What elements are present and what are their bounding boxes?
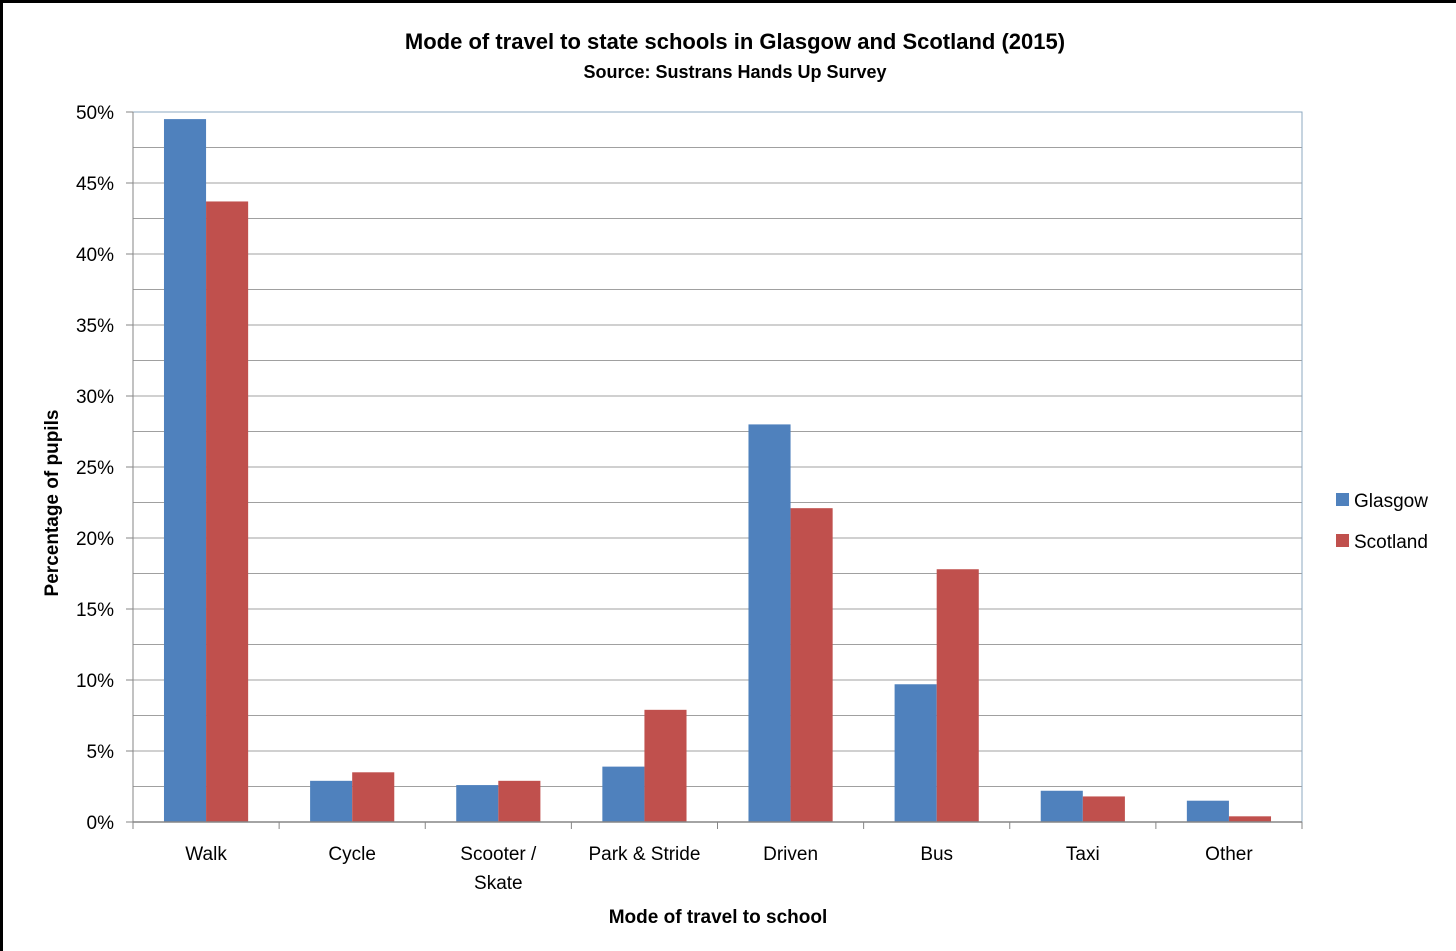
- x-tick-label: Driven: [763, 844, 818, 865]
- x-tick-labels: Walk Cycle Scooter / Skate Park & Stride Driv…: [185, 844, 1253, 894]
- bar-glasgow-walk: [163, 119, 207, 823]
- y-tick-label: 15%: [76, 600, 114, 621]
- x-tick-label: Bus: [920, 844, 953, 865]
- chart-title: Mode of travel to state schools in Glasg…: [405, 29, 1065, 54]
- bars: [163, 119, 1272, 823]
- bar-scotland-walk: [206, 201, 249, 822]
- bar-glasgow-park-stride: [602, 766, 645, 822]
- y-tick-labels: 0% 5% 10% 15% 20% 25% 30% 35% 40% 45% 50%: [76, 103, 114, 834]
- legend-label-glasgow: Glasgow: [1354, 491, 1428, 512]
- bar-scotland-scooter-skate: [498, 780, 541, 822]
- bar-glasgow-taxi: [1040, 790, 1083, 822]
- y-tick-label: 5%: [87, 742, 115, 763]
- y-tick-label: 40%: [76, 245, 114, 266]
- x-axis-title: Mode of travel to school: [609, 907, 828, 928]
- legend-swatch-scotland: [1336, 534, 1349, 547]
- y-tick-label: 50%: [76, 103, 114, 124]
- legend-label-scotland: Scotland: [1354, 532, 1428, 553]
- x-tick-label: Park & Stride: [588, 844, 700, 865]
- x-tick-label: Skate: [474, 873, 523, 894]
- x-tick-label: Cycle: [328, 844, 376, 865]
- y-tick-label: 30%: [76, 387, 114, 408]
- bar-glasgow-other: [1186, 800, 1229, 822]
- bar-scotland-bus: [936, 569, 979, 822]
- y-tick-label: 35%: [76, 316, 114, 337]
- y-tick-label: 20%: [76, 529, 114, 550]
- bar-scotland-cycle: [352, 772, 395, 822]
- gridlines: [133, 111, 1302, 823]
- bar-scotland-other: [1228, 816, 1272, 822]
- bar-glasgow-cycle: [310, 780, 353, 822]
- y-tick-label: 25%: [76, 458, 114, 479]
- x-tick-label: Scooter /: [460, 844, 537, 865]
- x-tick-label: Walk: [185, 844, 227, 865]
- legend-swatch-glasgow: [1336, 493, 1349, 506]
- chart-subtitle: Source: Sustrans Hands Up Survey: [583, 62, 886, 82]
- bar-glasgow-bus: [894, 684, 937, 822]
- axes: [126, 111, 1303, 829]
- bar-glasgow-scooter-skate: [456, 785, 499, 822]
- y-tick-label: 0%: [87, 813, 115, 834]
- y-tick-label: 45%: [76, 174, 114, 195]
- bar-scotland-taxi: [1082, 796, 1125, 822]
- legend: Glasgow Scotland: [1336, 491, 1428, 553]
- x-tick-label: Other: [1205, 844, 1253, 865]
- bar-scotland-park-stride: [644, 709, 687, 822]
- bar-scotland-driven: [790, 508, 833, 822]
- y-axis-title: Percentage of pupils: [42, 410, 63, 597]
- x-tick-label: Taxi: [1066, 844, 1100, 865]
- bar-glasgow-driven: [748, 424, 791, 822]
- y-tick-label: 10%: [76, 671, 114, 692]
